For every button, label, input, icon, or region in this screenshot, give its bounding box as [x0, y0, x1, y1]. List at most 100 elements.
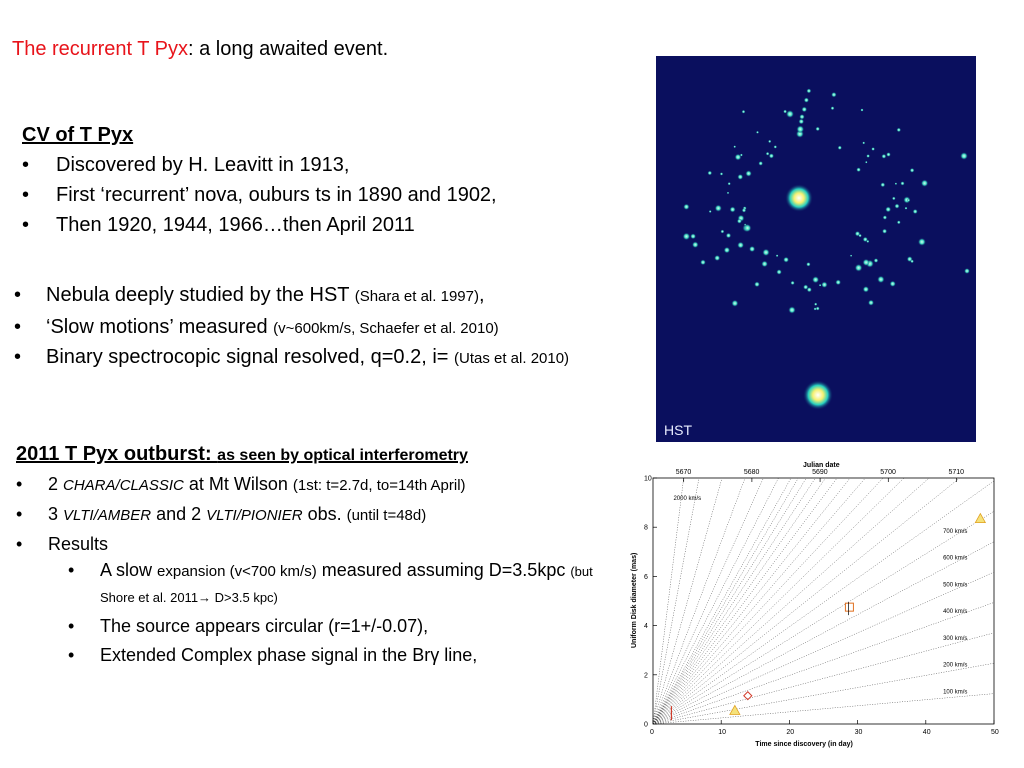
velocity-line	[652, 477, 851, 725]
velocity-line	[652, 541, 995, 725]
x-axis-label: Time since discovery (in day)	[755, 741, 853, 748]
list-item: • Extended Complex phase signal in the Br…	[68, 645, 478, 665]
velocity-line	[652, 477, 905, 725]
title-rest: : a long awaited event.	[188, 38, 389, 60]
nebula-knot	[720, 229, 725, 234]
nebula-knot	[896, 220, 901, 225]
x-tick-label: 0	[650, 729, 654, 736]
nebula-knot	[880, 182, 886, 188]
velocity-line	[652, 662, 995, 725]
field-star	[964, 268, 970, 274]
velocity-line	[652, 477, 792, 725]
nebula-knot	[723, 246, 731, 254]
nebula-knot	[739, 153, 743, 157]
nebula-knot	[886, 152, 891, 157]
nebula-knot	[801, 106, 808, 113]
nebula-knot	[912, 208, 918, 215]
list-item: • The source appears circular (r=1+/-0.07…	[68, 616, 429, 636]
jd-tick-label: 5680	[744, 469, 760, 476]
nebula-knot	[745, 170, 752, 177]
list-item: • 3 VLTI/AMBER and 2 VLTI/PIONIER obs. (u…	[16, 504, 427, 524]
data-point-triangle	[729, 704, 741, 715]
nebula-knot	[737, 173, 744, 180]
nebula-knot	[683, 203, 690, 210]
velocity-line	[652, 477, 746, 725]
velocity-line	[652, 477, 884, 725]
nebula-knot	[917, 237, 926, 246]
nebula-knot	[812, 276, 820, 284]
list-item: • Results	[16, 534, 109, 554]
nebula-knot	[862, 258, 870, 267]
x-tick-label: 10	[718, 729, 726, 736]
nebula-knot	[894, 203, 900, 209]
nebula-knot	[758, 161, 764, 166]
nebula-knot	[906, 198, 911, 202]
nebula-image-svg	[682, 88, 970, 410]
nebula-knot	[785, 109, 795, 119]
nebula-knot	[831, 91, 837, 98]
nebula-knot	[871, 147, 875, 151]
field-star	[960, 152, 968, 160]
nebula-knot	[731, 299, 739, 307]
nebula-knot	[714, 254, 721, 262]
velocity-line	[652, 693, 995, 725]
y-tick-label: 2	[644, 672, 648, 679]
data-point-diamond	[743, 691, 753, 701]
jd-tick-label: 5700	[880, 469, 896, 476]
nebula-knot	[877, 275, 885, 284]
velocity-label: 200 km/s	[943, 663, 967, 669]
nebula-knot	[773, 145, 778, 149]
list-item: • Then 1920, 1944, 1966…then April 2011	[22, 214, 415, 236]
nebula-knot	[783, 256, 790, 263]
nebula-knot	[796, 125, 805, 134]
field-star	[803, 380, 833, 410]
velocity-line	[652, 477, 960, 725]
nebula-knot	[756, 130, 759, 134]
nebula-knot	[806, 88, 812, 94]
nebula-knot	[815, 126, 820, 132]
cv-section: CV of T Pyx • Discovered by H. Leavitt in…	[22, 120, 632, 240]
nebula-knot	[748, 245, 756, 253]
nebula-knot	[783, 109, 788, 114]
nebula-knot	[900, 181, 905, 186]
velocity-line	[652, 602, 995, 725]
nebula-knots	[682, 88, 929, 314]
nebula-knot	[729, 206, 736, 213]
nebula-knot	[719, 172, 724, 176]
list-item: • A slow expansion (v<700 km/s) measured …	[68, 560, 593, 605]
nebula-knot	[814, 302, 818, 306]
nebula-knot	[858, 233, 862, 238]
list-item: • Nebula deeply studied by the HST (Shara…	[14, 284, 485, 306]
nebula-knot	[776, 269, 782, 275]
velocity-label: 600 km/s	[943, 556, 967, 562]
nebula-knot	[798, 118, 805, 125]
velocity-line	[652, 477, 866, 725]
nebula-knot	[803, 284, 809, 290]
nebula-knot	[775, 254, 779, 258]
nebula-knot	[837, 145, 842, 150]
outburst-section: 2011 T Pyx outburst: as seen by optical …	[16, 440, 626, 672]
cv-heading: CV of T Pyx	[22, 124, 134, 146]
nebula-section: • Nebula deeply studied by the HST (Shara…	[14, 280, 644, 372]
nebula-knot	[881, 153, 887, 159]
nebula-knot	[799, 114, 805, 120]
nebula-knot	[882, 215, 888, 220]
velocity-label: 400 km/s	[943, 609, 967, 615]
slide-title: The recurrent T Pyx: a long awaited even…	[12, 38, 388, 61]
nebula-knot	[741, 109, 746, 114]
data-point-square	[844, 602, 854, 612]
nebula-knot	[733, 145, 737, 149]
nebula-knot	[691, 241, 699, 249]
nebula-knot	[882, 228, 888, 234]
nebula-knot	[896, 127, 902, 133]
top-axis-label: Julian date	[803, 462, 840, 469]
jd-tick-label: 5670	[676, 469, 692, 476]
nebula-knot	[856, 167, 861, 173]
velocity-line	[652, 477, 799, 725]
list-item: • First ‘recurrent’ nova, ouburs ts in 18…	[22, 184, 497, 206]
nebula-knot	[866, 239, 870, 243]
nebula-knot	[873, 258, 879, 263]
nebula-knot	[821, 281, 828, 288]
nebula-knot	[835, 279, 842, 286]
velocity-line	[652, 477, 700, 725]
